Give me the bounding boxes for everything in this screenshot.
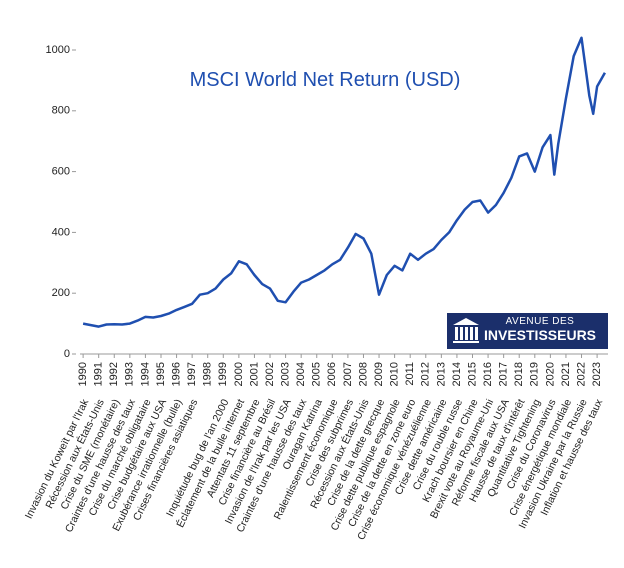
- x-tick-label: 2001: [248, 362, 260, 386]
- logo-text: AVENUE DES: [506, 316, 575, 327]
- x-tick-label: 1992: [108, 362, 120, 386]
- x-tick-label: 2013: [435, 362, 447, 386]
- y-tick-label: 200: [52, 287, 70, 299]
- x-tick-label: 1996: [170, 362, 182, 386]
- x-tick-label: 2019: [529, 362, 541, 386]
- logo-text: INVESTISSEURS: [484, 327, 596, 343]
- line: [82, 36, 606, 328]
- x-tick-label: 1994: [139, 362, 151, 386]
- x-tick-label: 2008: [357, 362, 369, 386]
- x-tick-label: 2016: [482, 362, 494, 386]
- x-tick-label: 2012: [420, 362, 432, 386]
- x-tick-label: 2010: [389, 362, 401, 386]
- logo: AVENUE DES INVESTISSEURS: [447, 313, 608, 349]
- x-tick-label: 2003: [279, 362, 291, 386]
- x-tick-label: 2000: [233, 362, 245, 386]
- y-tick-label: 400: [52, 226, 70, 238]
- x-tick-label: 2018: [513, 362, 525, 386]
- x-tick-label: 2014: [451, 362, 463, 386]
- x-tick-label: 2022: [575, 362, 587, 386]
- logo-icon: [453, 318, 479, 343]
- x-tick-label: 1993: [124, 362, 136, 386]
- x-tick-label: 1995: [155, 362, 167, 386]
- x-tick-label: 1990: [77, 362, 89, 386]
- y-tick-label: 800: [52, 105, 70, 117]
- x-tick-label: 1991: [93, 362, 105, 386]
- x-tick-label: 2020: [544, 362, 556, 386]
- y-tick-label: 1000: [46, 44, 70, 56]
- x-tick-label: 1999: [217, 362, 229, 386]
- x-tick-label: 2017: [498, 362, 510, 386]
- y-tick-label: 600: [52, 166, 70, 178]
- x-tick-label: 2005: [311, 362, 323, 386]
- x-tick-label: 1998: [202, 362, 214, 386]
- x-tick-label: 2023: [591, 362, 603, 386]
- x-tick-label: 2002: [264, 362, 276, 386]
- x-tick-label: 2006: [326, 362, 338, 386]
- y-tick-label: 0: [64, 348, 70, 360]
- chart-title: MSCI World Net Return (USD): [190, 69, 461, 91]
- x-tick-label: 2004: [295, 362, 307, 386]
- x-tick-label: 2011: [404, 362, 416, 386]
- x-tick-label: 2021: [560, 362, 572, 386]
- x-tick-label: 2015: [466, 362, 478, 386]
- x-tick-label: 2007: [342, 362, 354, 386]
- x-tick-label: 2009: [373, 362, 385, 386]
- x-tick-label: 1997: [186, 362, 198, 386]
